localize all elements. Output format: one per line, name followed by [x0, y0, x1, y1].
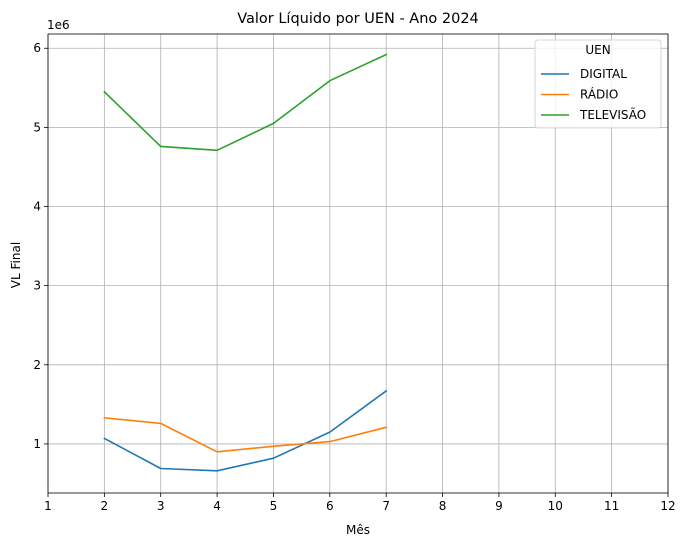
- y-tick-label: 4: [33, 200, 41, 214]
- plot-frame: [47, 33, 669, 494]
- x-tick-label: 1: [44, 499, 52, 513]
- y-axis-offset-label: 1e6: [47, 18, 70, 32]
- legend-label-0: DIGITAL: [580, 67, 627, 81]
- x-tick-label: 12: [660, 499, 675, 513]
- x-tick-label: 3: [157, 499, 165, 513]
- x-tick-label: 11: [604, 499, 619, 513]
- legend: UEN DIGITAL RÁDIO TELEVISÃO: [534, 39, 662, 129]
- x-tick-label: 5: [270, 499, 278, 513]
- y-tick-label: 2: [33, 358, 41, 372]
- x-tick-label: 6: [326, 499, 334, 513]
- series-line-2: [103, 53, 388, 152]
- series-lines: [103, 53, 388, 472]
- legend-label-2: TELEVISÃO: [579, 107, 646, 122]
- series-line-1: [103, 416, 388, 453]
- legend-label-1: RÁDIO: [580, 87, 618, 102]
- x-tick-label: 8: [439, 499, 447, 513]
- chart-title: Valor Líquido por UEN - Ano 2024: [237, 11, 479, 27]
- y-tick-label: 3: [33, 279, 41, 293]
- x-tick-label: 10: [548, 499, 563, 513]
- x-tick-label: 9: [495, 499, 503, 513]
- y-axis-label: VL Final: [9, 242, 23, 288]
- x-tick-label: 2: [101, 499, 109, 513]
- y-tick-label: 6: [33, 41, 41, 55]
- y-tick-label: 1: [33, 437, 41, 451]
- legend-title: UEN: [585, 43, 610, 57]
- x-tick-label: 7: [382, 499, 390, 513]
- y-tick-label: 5: [33, 120, 41, 134]
- series-line-0: [103, 389, 388, 472]
- legend-box: [534, 39, 662, 129]
- x-tick-label: 4: [213, 499, 221, 513]
- x-axis-label: Mês: [346, 523, 370, 537]
